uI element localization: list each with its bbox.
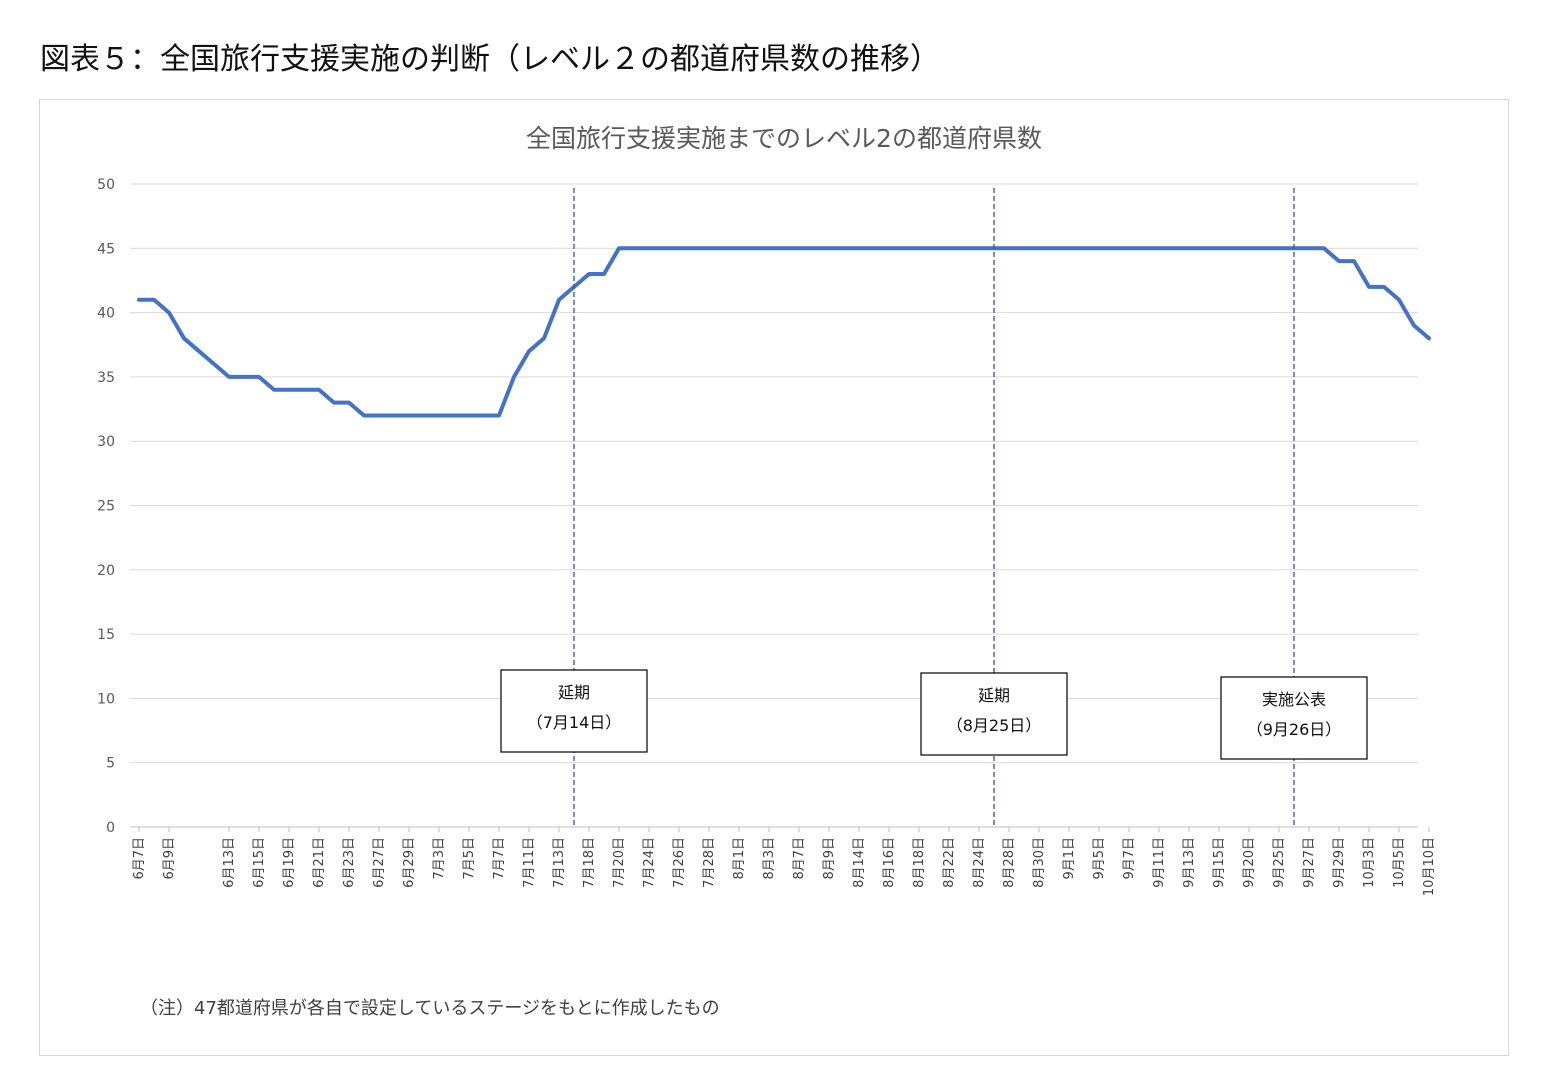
x-tick-label: 6月7日: [132, 837, 147, 880]
y-tick-label: 5: [106, 756, 115, 772]
x-tick-label: 8月3日: [762, 837, 777, 880]
y-tick-label: 20: [97, 563, 115, 579]
x-tick-label: 8月22日: [942, 837, 957, 888]
event-callout-label: 延期: [558, 683, 590, 702]
event-marker: 延期 （7月14日）: [500, 188, 648, 827]
x-tick-label: 9月1日: [1062, 837, 1077, 880]
x-tick-label: 9月25日: [1272, 837, 1287, 888]
x-tick-label: 8月30日: [1032, 837, 1047, 888]
x-tick-label: 8月24日: [972, 837, 987, 888]
event-callout-label: 延期: [978, 686, 1010, 705]
x-tick-label: 9月15日: [1212, 837, 1227, 888]
x-tick-label: 8月18日: [912, 837, 927, 888]
x-tick-label: 6月9日: [162, 837, 177, 880]
event-marker: 実施公表 （9月26日）: [1220, 188, 1368, 827]
series-line: [137, 246, 1431, 418]
x-tick-label: 7月24日: [642, 837, 657, 888]
y-tick-label: 35: [97, 370, 115, 386]
x-tick-label: 7月3日: [432, 837, 447, 880]
x-tick-label: 8月1日: [732, 837, 747, 880]
x-tick-label: 7月11日: [522, 837, 537, 888]
event-callout-date: （7月14日）: [527, 713, 622, 732]
x-tick-label: 9月7日: [1122, 837, 1137, 880]
x-tick-label: 9月29日: [1332, 837, 1347, 888]
x-tick-label: 7月13日: [552, 837, 567, 888]
chart-title: 全国旅行支援実施までのレベル2の都道府県数: [526, 124, 1042, 153]
y-tick-label: 40: [97, 306, 115, 322]
event-callout-date: （9月26日）: [1247, 720, 1342, 739]
x-tick-label: 6月21日: [312, 837, 327, 888]
event-callout-label: 実施公表: [1262, 690, 1326, 709]
event-callout-date: （8月25日）: [947, 716, 1042, 735]
y-tick-label: 25: [97, 499, 115, 515]
y-tick-label: 10: [97, 691, 115, 707]
y-tick-label: 15: [97, 627, 115, 643]
x-tick-label: 7月20日: [612, 837, 627, 888]
x-tick-label: 9月5日: [1092, 837, 1107, 880]
x-tick-label: 9月11日: [1152, 837, 1167, 888]
x-tick-label: 8月14日: [852, 837, 867, 888]
x-tick-label: 10月10日: [1422, 837, 1437, 896]
event-marker: 延期 （8月25日）: [920, 188, 1068, 827]
x-tick-label: 9月20日: [1242, 837, 1257, 888]
y-tick-label: 0: [106, 820, 115, 836]
x-tick-label: 6月23日: [342, 837, 357, 888]
x-tick-label: 7月7日: [492, 837, 507, 880]
x-tick-label: 8月16日: [882, 837, 897, 888]
x-tick-label: 6月13日: [222, 837, 237, 888]
x-tick-label: 8月9日: [822, 837, 837, 880]
x-tick-label: 7月5日: [462, 837, 477, 880]
chart-frame: [39, 99, 1509, 1056]
x-tick-label: 6月29日: [402, 837, 417, 888]
x-tick-label: 6月27日: [372, 837, 387, 888]
x-tick-label: 7月18日: [582, 837, 597, 888]
event-callout-box: [920, 672, 1068, 756]
event-callout-box: [500, 669, 648, 753]
x-tick-label: 9月27日: [1302, 837, 1317, 888]
footnote: （注）47都道府県が各自で設定しているステージをもとに作成したもの: [140, 998, 720, 1019]
x-tick-label: 7月26日: [672, 837, 687, 888]
y-tick-label: 45: [97, 241, 115, 257]
x-tick-label: 8月28日: [1002, 837, 1017, 888]
x-tick-label: 7月28日: [702, 837, 717, 888]
y-tick-label: 50: [97, 177, 115, 193]
x-tick-label: 9月13日: [1182, 837, 1197, 888]
page-title: 図表５：全国旅行支援実施の判断（レベル２の都道府県数の推移）: [40, 42, 940, 77]
x-tick-label: 8月7日: [792, 837, 807, 880]
y-tick-label: 30: [97, 434, 115, 450]
x-tick-label: 10月3日: [1362, 837, 1377, 888]
x-tick-label: 6月15日: [252, 837, 267, 888]
x-tick-label: 10月5日: [1392, 837, 1407, 888]
event-callout-box: [1220, 676, 1368, 760]
x-tick-label: 6月19日: [282, 837, 297, 888]
